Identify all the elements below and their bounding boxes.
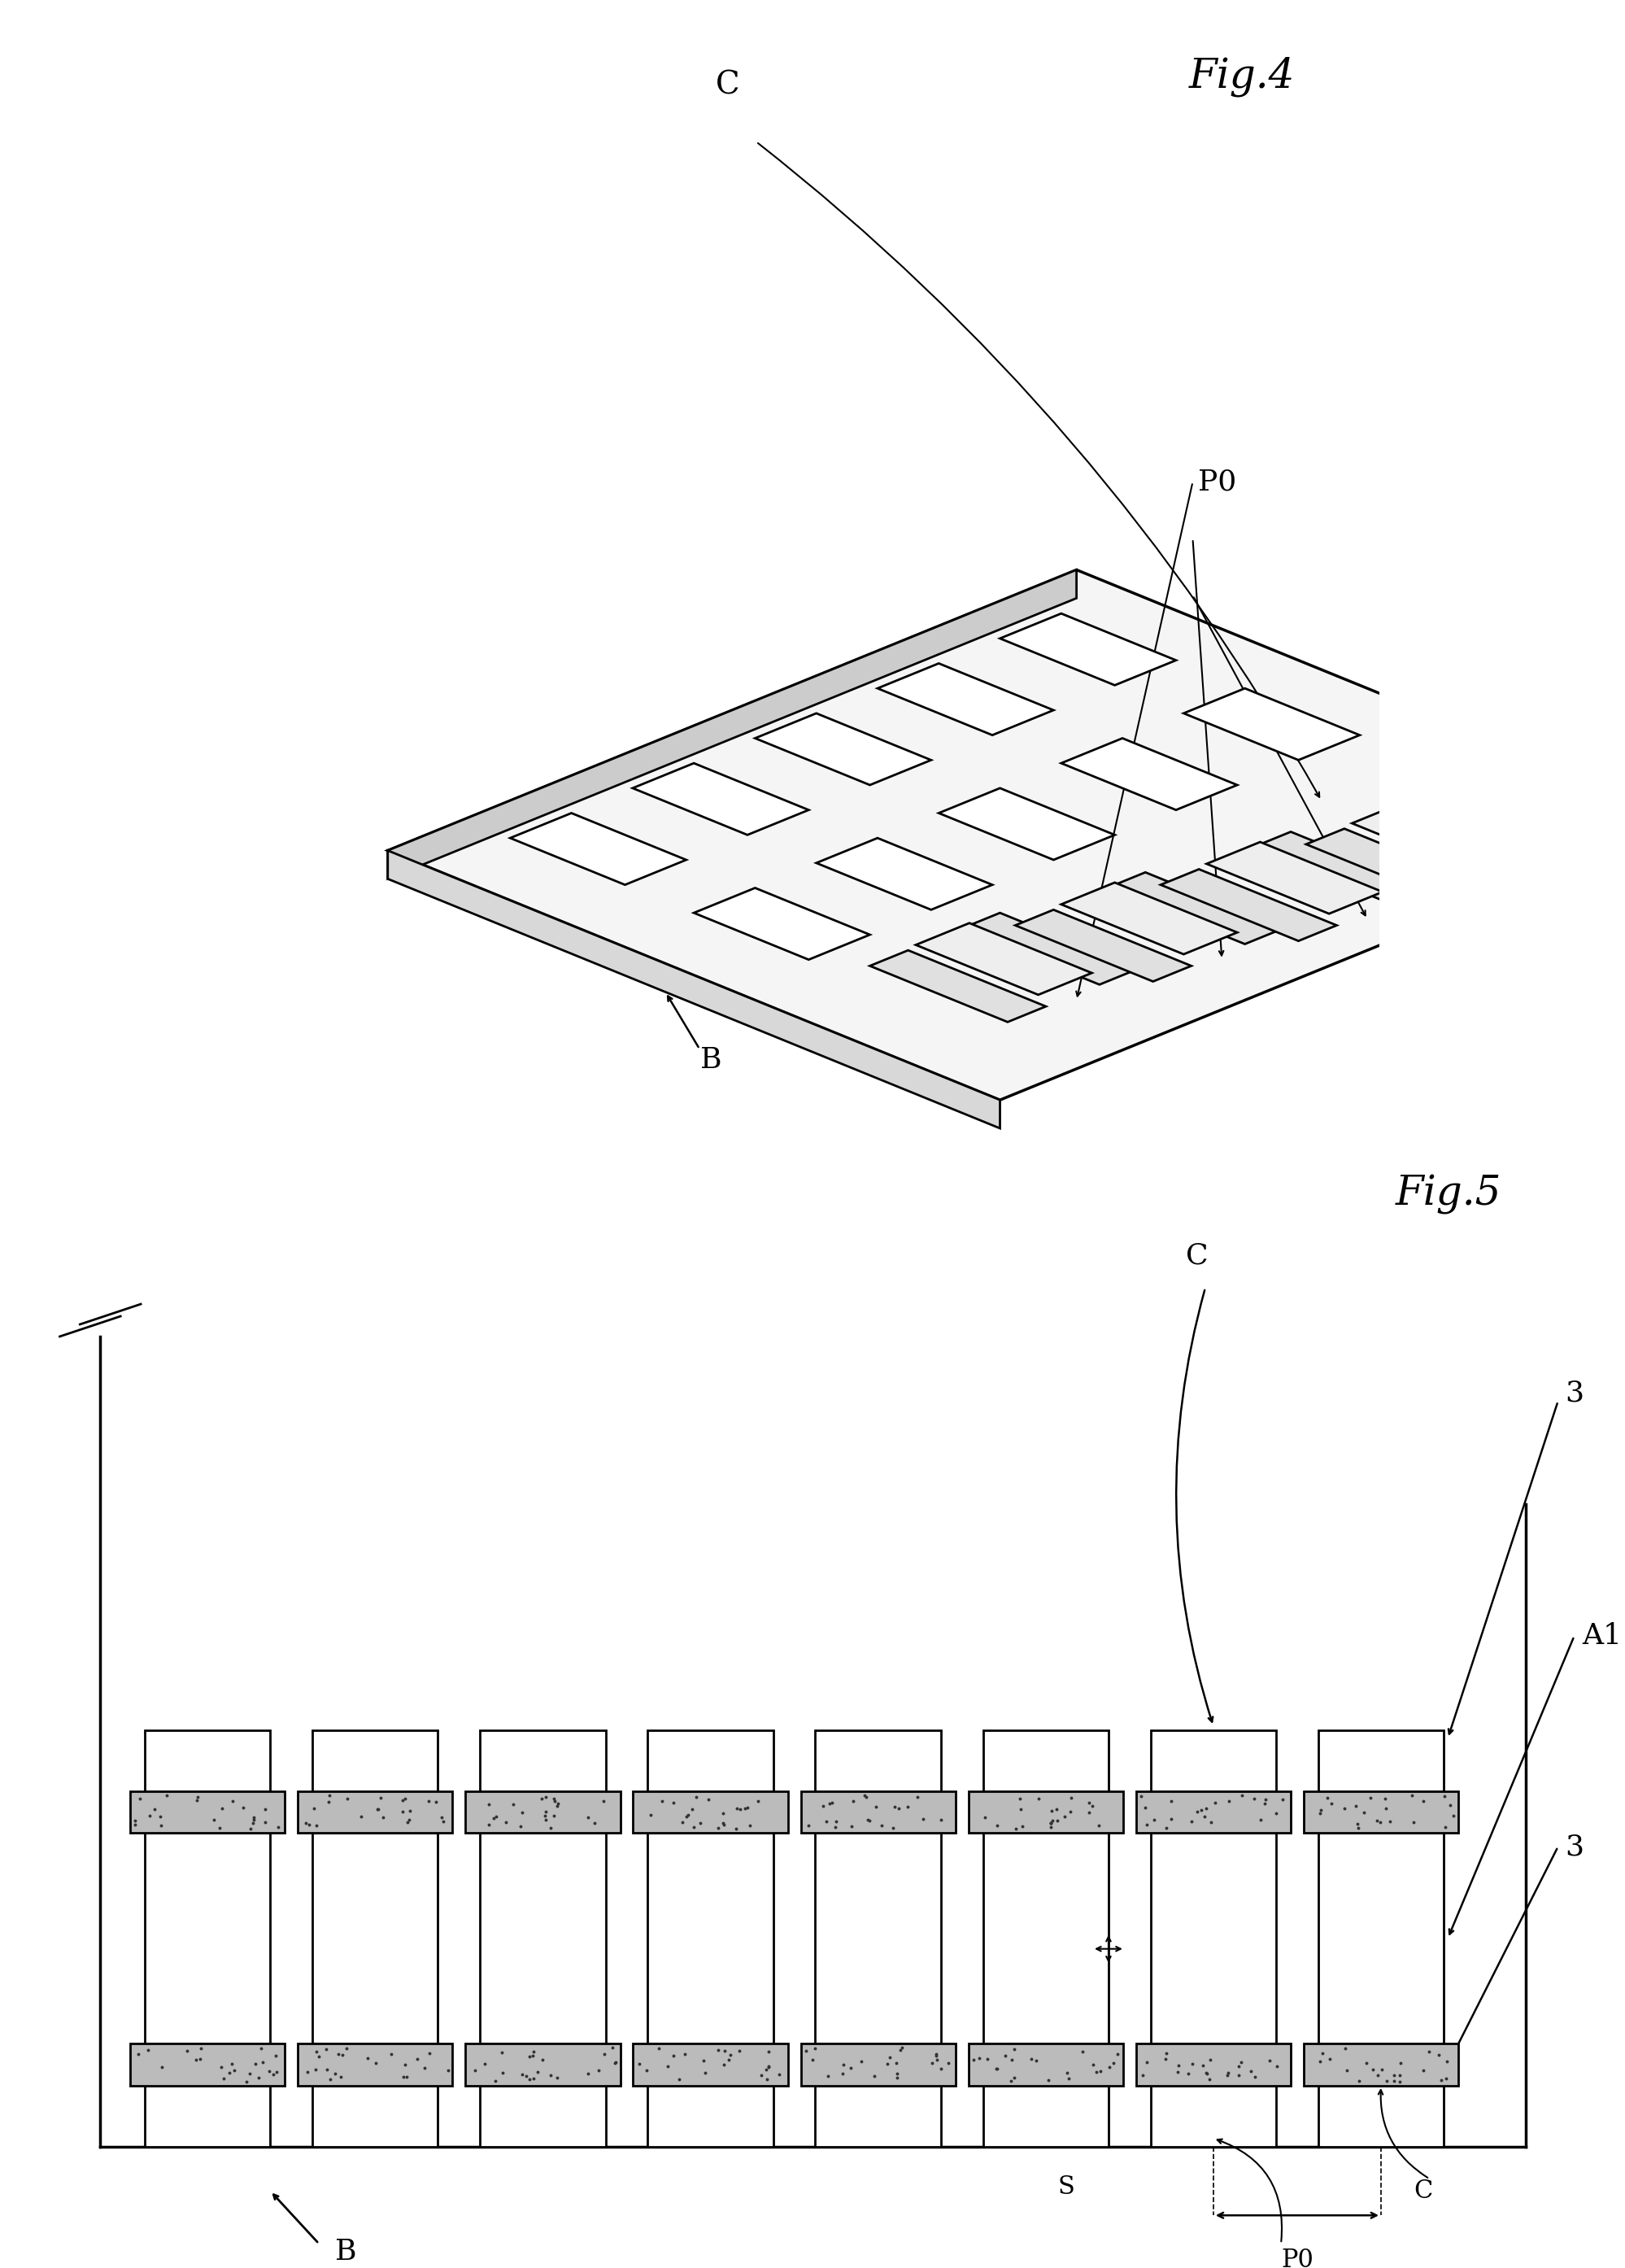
- Bar: [145, 1833, 270, 2043]
- Polygon shape: [387, 569, 1076, 878]
- Text: C: C: [1412, 2180, 1432, 2204]
- Bar: [1303, 1792, 1458, 1833]
- Bar: [1136, 2043, 1290, 2087]
- Text: P0: P0: [1198, 467, 1237, 497]
- Polygon shape: [1014, 909, 1191, 982]
- Polygon shape: [754, 712, 931, 785]
- Bar: [814, 1833, 941, 2043]
- Polygon shape: [962, 912, 1138, 984]
- Bar: [312, 1833, 437, 2043]
- Bar: [297, 1792, 452, 1833]
- Text: B: B: [700, 1046, 722, 1075]
- Polygon shape: [387, 569, 1625, 1100]
- Bar: [145, 2087, 270, 2146]
- Bar: [968, 2043, 1123, 2087]
- Bar: [647, 1730, 774, 1792]
- Polygon shape: [1061, 882, 1237, 955]
- Bar: [479, 1730, 604, 1792]
- Polygon shape: [1352, 801, 1528, 873]
- Bar: [983, 2087, 1108, 2146]
- Polygon shape: [915, 923, 1092, 996]
- Bar: [647, 1833, 774, 2043]
- Bar: [983, 1833, 1108, 2043]
- Text: C: C: [715, 70, 739, 100]
- Polygon shape: [1251, 832, 1428, 903]
- Bar: [968, 1792, 1123, 1833]
- Bar: [312, 2087, 437, 2146]
- Polygon shape: [632, 762, 808, 835]
- Polygon shape: [999, 612, 1175, 685]
- Bar: [1150, 1833, 1276, 2043]
- Polygon shape: [878, 662, 1053, 735]
- Bar: [130, 2043, 284, 2087]
- Bar: [801, 2043, 956, 2087]
- Bar: [647, 2087, 774, 2146]
- Polygon shape: [387, 850, 999, 1127]
- Polygon shape: [1398, 792, 1573, 862]
- Text: Fig.4: Fig.4: [1188, 57, 1294, 98]
- Bar: [479, 2087, 604, 2146]
- Bar: [465, 1792, 619, 1833]
- Bar: [297, 2043, 452, 2087]
- Polygon shape: [1160, 869, 1336, 941]
- Polygon shape: [938, 787, 1115, 860]
- Text: Fig.5: Fig.5: [1394, 1175, 1500, 1216]
- Polygon shape: [1107, 873, 1282, 943]
- Bar: [632, 1792, 788, 1833]
- Bar: [465, 2043, 619, 2087]
- Bar: [632, 2043, 788, 2087]
- Bar: [814, 2087, 941, 2146]
- Bar: [814, 1730, 941, 1792]
- Bar: [145, 1730, 270, 1792]
- Bar: [1150, 1730, 1276, 1792]
- Text: B: B: [335, 2239, 356, 2266]
- Bar: [312, 1730, 437, 1792]
- Text: S: S: [1058, 2175, 1074, 2200]
- Bar: [1303, 2043, 1458, 2087]
- Bar: [1318, 1833, 1443, 2043]
- Text: A1: A1: [1581, 1622, 1622, 1651]
- Text: 3: 3: [1563, 1379, 1583, 1406]
- Polygon shape: [1305, 828, 1482, 900]
- Bar: [1136, 1792, 1290, 1833]
- Polygon shape: [1206, 841, 1381, 914]
- Text: P0: P0: [1280, 2248, 1313, 2268]
- Text: 3: 3: [1563, 1833, 1583, 1860]
- Bar: [1318, 2087, 1443, 2146]
- Bar: [1150, 2087, 1276, 2146]
- Polygon shape: [1061, 737, 1237, 810]
- Polygon shape: [869, 950, 1045, 1023]
- Bar: [983, 1730, 1108, 1792]
- Polygon shape: [694, 887, 869, 959]
- Bar: [479, 1833, 604, 2043]
- Bar: [1318, 1730, 1443, 1792]
- Text: C: C: [1185, 1241, 1207, 1270]
- Bar: [130, 1792, 284, 1833]
- Bar: [801, 1792, 956, 1833]
- Polygon shape: [816, 837, 991, 909]
- Polygon shape: [1183, 687, 1358, 760]
- Polygon shape: [510, 812, 686, 885]
